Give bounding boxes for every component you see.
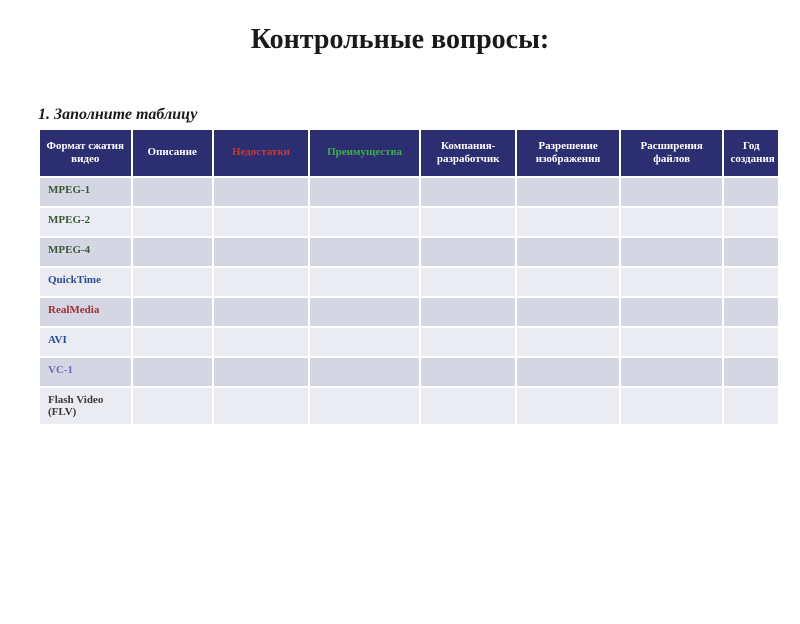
empty-cell [516, 387, 620, 425]
empty-cell [132, 297, 213, 327]
empty-cell [309, 237, 420, 267]
empty-cell [213, 237, 309, 267]
empty-cell [132, 207, 213, 237]
empty-cell [516, 237, 620, 267]
empty-cell [309, 357, 420, 387]
empty-cell [309, 177, 420, 207]
format-cell: MPEG-1 [39, 177, 132, 207]
empty-cell [420, 177, 516, 207]
format-cell: MPEG-2 [39, 207, 132, 237]
empty-cell [420, 297, 516, 327]
col-year: Год создания [723, 129, 779, 177]
empty-cell [213, 327, 309, 357]
empty-cell [420, 387, 516, 425]
empty-cell [620, 357, 724, 387]
col-description: Описание [132, 129, 213, 177]
table-row: VC-1 [39, 357, 779, 387]
empty-cell [132, 387, 213, 425]
empty-cell [420, 207, 516, 237]
empty-cell [420, 237, 516, 267]
empty-cell [723, 297, 779, 327]
empty-cell [516, 177, 620, 207]
table-row: MPEG-4 [39, 237, 779, 267]
empty-cell [132, 177, 213, 207]
col-resolution: Разрешение изображения [516, 129, 620, 177]
table-row: RealMedia [39, 297, 779, 327]
empty-cell [213, 177, 309, 207]
empty-cell [213, 267, 309, 297]
format-cell: AVI [39, 327, 132, 357]
empty-cell [516, 207, 620, 237]
format-cell: VC-1 [39, 357, 132, 387]
format-cell: QuickTime [39, 267, 132, 297]
empty-cell [620, 327, 724, 357]
empty-cell [516, 357, 620, 387]
table-row: Flash Video (FLV) [39, 387, 779, 425]
table-header-row: Формат сжатия видео Описание Недостатки … [39, 129, 779, 177]
empty-cell [723, 357, 779, 387]
table-container: Формат сжатия видео Описание Недостатки … [38, 128, 780, 426]
empty-cell [723, 327, 779, 357]
empty-cell [132, 327, 213, 357]
empty-cell [420, 357, 516, 387]
empty-cell [620, 387, 724, 425]
col-disadvantages: Недостатки [213, 129, 309, 177]
subtitle: 1. Заполните таблицу [38, 106, 800, 124]
empty-cell [309, 297, 420, 327]
empty-cell [132, 357, 213, 387]
empty-cell [620, 267, 724, 297]
col-format: Формат сжатия видео [39, 129, 132, 177]
empty-cell [309, 267, 420, 297]
empty-cell [132, 267, 213, 297]
table-row: QuickTime [39, 267, 779, 297]
table-row: MPEG-2 [39, 207, 779, 237]
empty-cell [132, 237, 213, 267]
empty-cell [723, 207, 779, 237]
empty-cell [516, 327, 620, 357]
empty-cell [213, 297, 309, 327]
table-row: MPEG-1 [39, 177, 779, 207]
empty-cell [620, 237, 724, 267]
empty-cell [309, 327, 420, 357]
empty-cell [516, 267, 620, 297]
empty-cell [723, 387, 779, 425]
col-company: Компания-разработчик [420, 129, 516, 177]
table-row: AVI [39, 327, 779, 357]
formats-table: Формат сжатия видео Описание Недостатки … [38, 128, 780, 426]
format-cell: Flash Video (FLV) [39, 387, 132, 425]
page-title: Контрольные вопросы: [0, 24, 800, 56]
empty-cell [213, 387, 309, 425]
empty-cell [723, 177, 779, 207]
empty-cell [213, 357, 309, 387]
format-cell: MPEG-4 [39, 237, 132, 267]
empty-cell [420, 327, 516, 357]
empty-cell [213, 207, 309, 237]
empty-cell [620, 177, 724, 207]
empty-cell [620, 297, 724, 327]
empty-cell [309, 387, 420, 425]
empty-cell [620, 207, 724, 237]
format-cell: RealMedia [39, 297, 132, 327]
col-extensions: Расширения файлов [620, 129, 724, 177]
empty-cell [516, 297, 620, 327]
empty-cell [723, 237, 779, 267]
col-advantages: Преимущества [309, 129, 420, 177]
empty-cell [309, 207, 420, 237]
empty-cell [723, 267, 779, 297]
empty-cell [420, 267, 516, 297]
